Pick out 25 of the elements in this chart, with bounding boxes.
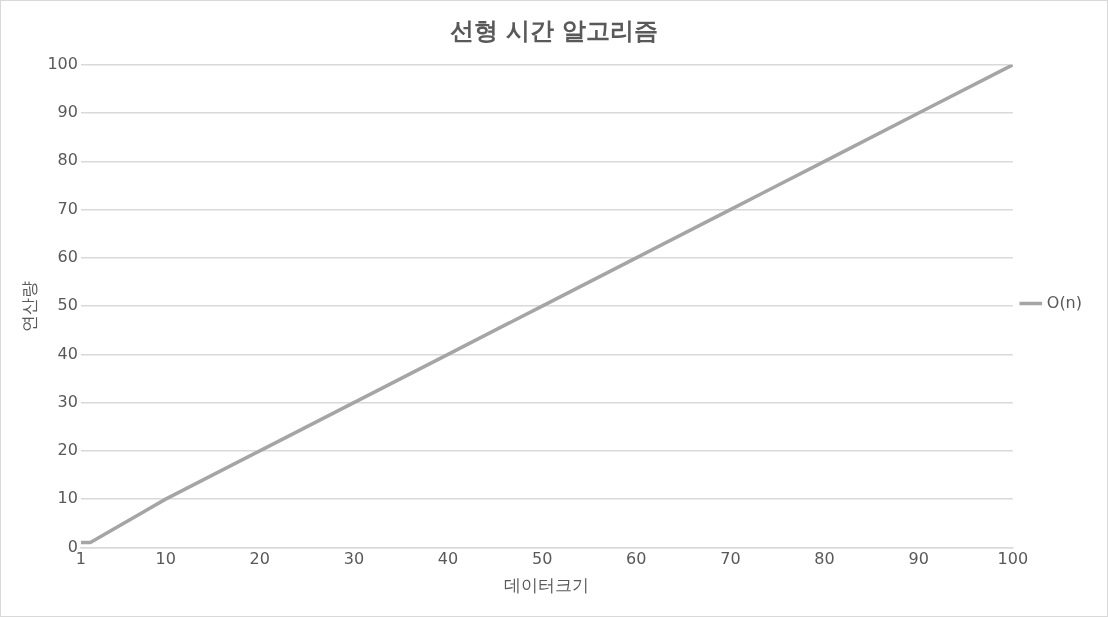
y-tick-label: 60 <box>57 247 78 266</box>
legend-label: O(n) <box>1046 292 1082 312</box>
chart-title: 선형 시간 알고리즘 <box>449 16 659 45</box>
y-tick-label: 90 <box>57 102 78 122</box>
y-axis-title: 연산량 <box>18 280 39 332</box>
x-tick-label: 20 <box>249 549 270 569</box>
x-tick-label: 90 <box>908 549 929 569</box>
x-tick-label: 100 <box>997 549 1029 569</box>
x-axis-title: 데이터크기 <box>504 575 590 596</box>
x-tick-label: 70 <box>720 549 741 569</box>
x-tick-label: 60 <box>626 549 647 569</box>
y-tick-label: 70 <box>57 198 78 218</box>
x-tick-label: 30 <box>343 549 365 569</box>
y-tick-label: 80 <box>57 150 78 170</box>
x-tick-label: 10 <box>155 549 176 569</box>
y-tick-label: 20 <box>57 440 78 460</box>
x-tick-label: 80 <box>814 549 835 569</box>
x-tick-label: 50 <box>531 549 553 569</box>
y-tick-label: 40 <box>57 343 78 363</box>
y-tick-label: 30 <box>57 391 78 411</box>
y-tick-label: 10 <box>57 488 78 508</box>
y-tick-label: 0 <box>67 536 78 556</box>
y-tick-label: 100 <box>47 53 78 73</box>
x-tick-label: 40 <box>437 549 459 569</box>
y-tick-label: 50 <box>57 295 78 315</box>
